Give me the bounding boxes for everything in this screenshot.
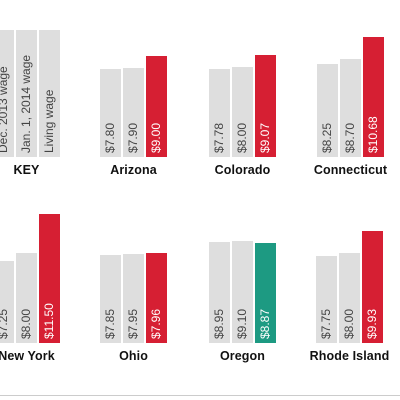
wage-bar — [339, 253, 360, 343]
wage-bar-label: $7.75 — [319, 308, 333, 339]
wage-bar-label: $8.87 — [258, 308, 272, 339]
state-title: Rhode Island — [309, 349, 390, 363]
wage-bar-label: $7.25 — [0, 308, 10, 339]
wage-bar — [317, 64, 338, 157]
wage-bar — [232, 67, 253, 157]
state-title: Ohio — [119, 349, 148, 363]
wage-bar — [100, 255, 121, 343]
wage-bar-label: $8.95 — [212, 308, 226, 339]
wage-bar — [232, 241, 253, 343]
wage-bar-label: $9.00 — [149, 122, 163, 153]
wage-bar — [363, 37, 384, 157]
wage-bar — [39, 214, 60, 343]
state-title: Arizona — [110, 163, 157, 177]
wage-bar-label: $9.07 — [258, 122, 272, 153]
wage-bar — [16, 253, 37, 343]
wage-bar-label: $9.10 — [235, 308, 249, 339]
wage-bar-label: $11.50 — [42, 303, 56, 339]
state-title: Colorado — [214, 163, 271, 177]
wage-bar — [146, 56, 167, 157]
wage-bar-label: $8.00 — [342, 308, 356, 339]
key-label: Jan. 1, 2014 wage — [19, 54, 33, 153]
wage-bar-label: $8.70 — [343, 122, 357, 153]
wage-bar-label: $8.25 — [320, 122, 334, 153]
bottom-rule — [0, 395, 400, 396]
wage-bar-label: $7.85 — [103, 308, 117, 339]
state-title: Oregon — [219, 349, 266, 363]
key-label: Dec. 2013 wage — [0, 66, 10, 153]
wage-bar — [100, 69, 121, 157]
wage-bar-label: $7.80 — [103, 122, 117, 153]
wage-bar-label: $7.96 — [149, 308, 163, 339]
wage-bar-label: $10.68 — [366, 116, 380, 153]
wage-bar — [340, 59, 361, 157]
key-bar — [0, 30, 14, 157]
key-label: Living wage — [42, 89, 56, 153]
wage-bar — [123, 254, 144, 343]
key-bar — [16, 30, 37, 157]
wage-bar — [209, 69, 230, 157]
wage-bar — [316, 256, 337, 343]
wage-bar — [0, 261, 14, 343]
wage-bar-label: $7.90 — [126, 122, 140, 153]
wage-bar-label: $8.00 — [19, 308, 33, 339]
wage-bar-label: $8.00 — [235, 122, 249, 153]
state-title: New York — [0, 349, 55, 363]
wage-bar-label: $9.93 — [365, 308, 379, 339]
wage-bar — [362, 231, 383, 343]
wage-bar — [255, 243, 276, 343]
wage-bar — [146, 253, 167, 343]
wage-bar-label: $7.95 — [126, 308, 140, 339]
state-title: Connecticut — [313, 163, 388, 177]
key-title: KEY — [13, 163, 40, 177]
key-bar — [39, 30, 60, 157]
wage-bar — [123, 68, 144, 157]
wage-bar — [209, 242, 230, 343]
wage-bar — [255, 55, 276, 157]
wage-bar-label: $7.78 — [212, 122, 226, 153]
